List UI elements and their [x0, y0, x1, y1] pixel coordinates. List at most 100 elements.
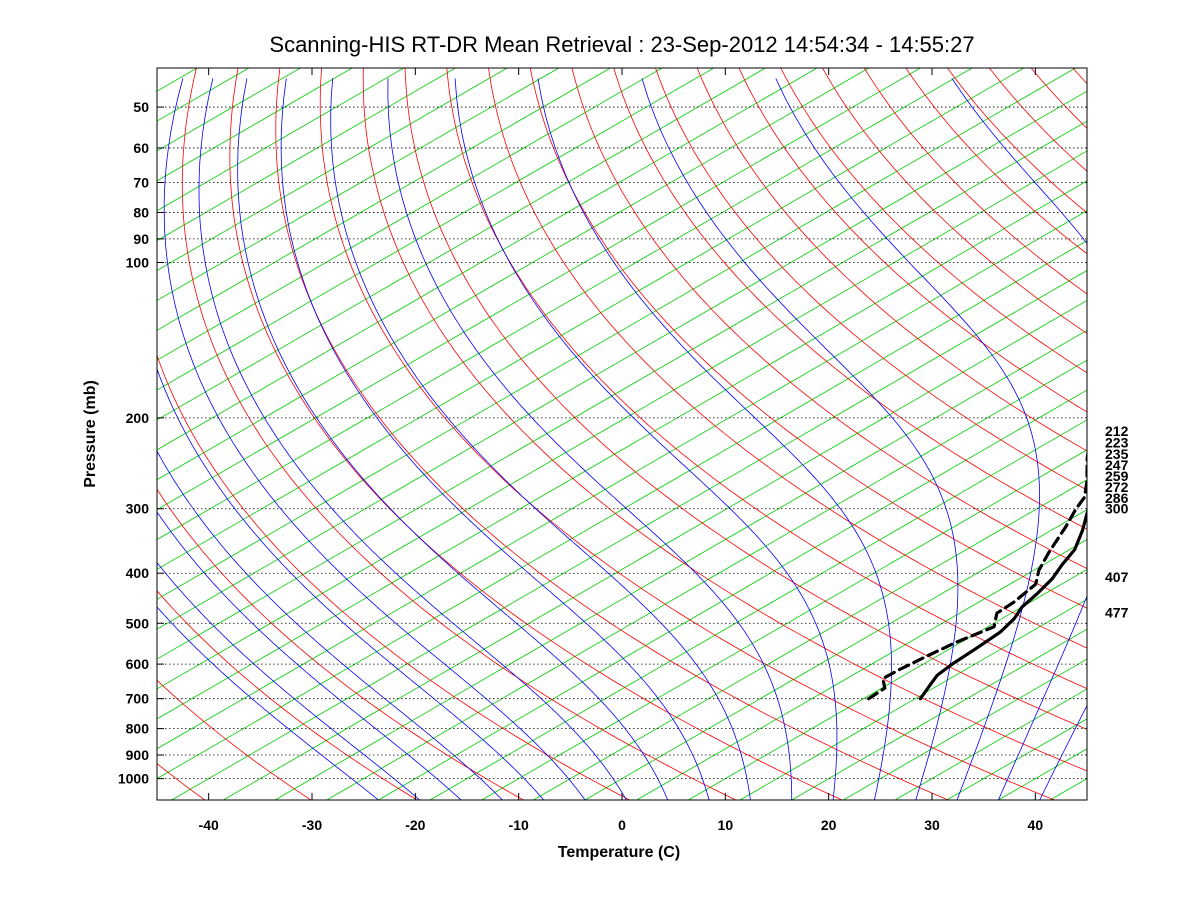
profile-series: [867, 448, 1087, 701]
x-tick-label: -40: [199, 817, 219, 833]
y-tick-label: 90: [133, 231, 149, 247]
moist-adiabat-line: [157, 606, 379, 800]
dry-adiabat-line: [1156, 68, 1200, 800]
chart-title: Scanning-HIS RT-DR Mean Retrieval : 23-S…: [269, 32, 974, 57]
y-tick-label: 900: [126, 747, 150, 763]
y-tick-label: 700: [126, 691, 150, 707]
isotherm-line: [157, 150, 1087, 690]
isotherm-line: [157, 68, 456, 242]
y-tick-label: 1000: [118, 771, 149, 787]
x-tick-label: -30: [302, 817, 322, 833]
y-tick-label: 60: [133, 140, 149, 156]
dry-adiabat-line: [404, 68, 1087, 730]
dry-adiabat-line: [157, 488, 524, 800]
x-axis: -40 -30 -20 -10 0 10 20 30 40: [199, 68, 1044, 833]
isotherm-line: [157, 68, 404, 212]
isotherm-line: [157, 210, 1087, 750]
x-tick-label: 40: [1028, 817, 1044, 833]
dry-adiabat-line: [229, 68, 843, 800]
y-tick-label: 200: [126, 410, 150, 426]
isotherm-line: [157, 120, 1087, 660]
x-tick-label: -10: [509, 817, 529, 833]
right-pressure-label: 212: [1105, 423, 1129, 439]
isotherm-line: [843, 658, 1087, 800]
y-tick-label: 100: [126, 254, 150, 270]
x-tick-label: 0: [618, 817, 626, 833]
dry-adiabat-line: [319, 68, 1055, 800]
x-tick-label: 20: [821, 817, 837, 833]
right-pressure-label: 247: [1105, 457, 1129, 473]
right-pressure-label: 407: [1105, 569, 1129, 585]
dry-adiabat-line: [780, 68, 1087, 374]
temperature-profile-line: [918, 508, 1087, 701]
x-tick-label: 10: [718, 817, 734, 833]
isotherm-line: [533, 479, 1087, 800]
dry-adiabat-line: [905, 68, 1087, 255]
moist-adiabat-line: [454, 78, 838, 800]
y-tick-label: 400: [126, 565, 150, 581]
moist-adiabat-line: [775, 78, 1040, 800]
isotherm-line: [157, 68, 818, 451]
isotherm-line: [688, 568, 1087, 800]
dry-adiabat-line: [738, 68, 1087, 413]
moist-adiabat-line: [157, 450, 503, 800]
isotherm-line: [636, 539, 1087, 800]
y-tick-label: 300: [126, 501, 150, 517]
isotherm-line: [157, 68, 1024, 570]
moist-adiabat-line: [387, 78, 793, 800]
dry-adiabat-line: [696, 68, 1087, 452]
isotherm-line: [157, 68, 973, 540]
dry-adiabat-line: [863, 68, 1087, 295]
moist-adiabat-line: [330, 78, 751, 800]
dry-adiabat-line: [488, 68, 1087, 649]
isotherm-line: [157, 68, 921, 511]
moist-adiabat-line: [280, 78, 710, 800]
plot-area: [157, 68, 1087, 800]
moist-adiabat-line: [163, 78, 586, 800]
y-tick-label: 800: [126, 721, 150, 737]
y-axis-label: Pressure (mb): [82, 380, 99, 488]
right-pressure-label: 223: [1105, 434, 1129, 450]
dry-adiabat-line: [655, 68, 1087, 491]
isotherm-line: [378, 389, 1087, 800]
dry-adiabat-line: [947, 68, 1087, 214]
isotherm-line: [157, 68, 766, 421]
moist-adiabat-line: [537, 78, 892, 800]
dry-adiabat-line: [157, 354, 630, 800]
moist-adiabat-line: [157, 367, 545, 800]
isotherm-line: [791, 628, 1087, 800]
y-tick-label: 500: [126, 615, 150, 631]
isotherm-line: [326, 359, 1087, 800]
isotherm-line: [157, 68, 559, 301]
x-axis-label: Temperature (C): [558, 844, 680, 861]
x-tick-label: -20: [405, 817, 425, 833]
isotherm-line: [157, 68, 611, 331]
isotherm-line: [157, 68, 869, 481]
moist-adiabat-line: [157, 511, 462, 800]
dry-adiabat-line: [571, 68, 1087, 570]
isotherm-line: [584, 509, 1087, 800]
x-tick-label: 30: [924, 817, 940, 833]
isotherm-line: [223, 299, 1087, 800]
right-pressure-label: 272: [1105, 479, 1129, 495]
dry-adiabat-line: [157, 590, 418, 800]
pressure-gridlines: [157, 106, 1087, 780]
isotherm-line: [481, 449, 1087, 800]
dewpoint-profile-line: [867, 448, 1087, 701]
dry-adiabat-line: [1072, 68, 1087, 85]
dry-adiabat-line: [362, 68, 1087, 772]
right-pressure-label: 286: [1105, 490, 1129, 506]
isotherm-line: [157, 68, 714, 391]
y-tick-label: 80: [133, 204, 149, 220]
right-pressure-label: 235: [1105, 446, 1129, 462]
y-tick-label: 70: [133, 175, 149, 191]
moist-adiabat-line: [1039, 704, 1087, 800]
isotherm-line: [157, 68, 508, 271]
isotherm-line: [1153, 68, 1200, 800]
moist-adiabat-line: [951, 78, 1087, 800]
dry-adiabat-line: [613, 68, 1087, 530]
dry-adiabat-line: [822, 68, 1087, 334]
isotherm-line: [157, 68, 1076, 600]
isotherm-line: [157, 240, 1087, 780]
dry-adiabat-line: [275, 68, 949, 800]
